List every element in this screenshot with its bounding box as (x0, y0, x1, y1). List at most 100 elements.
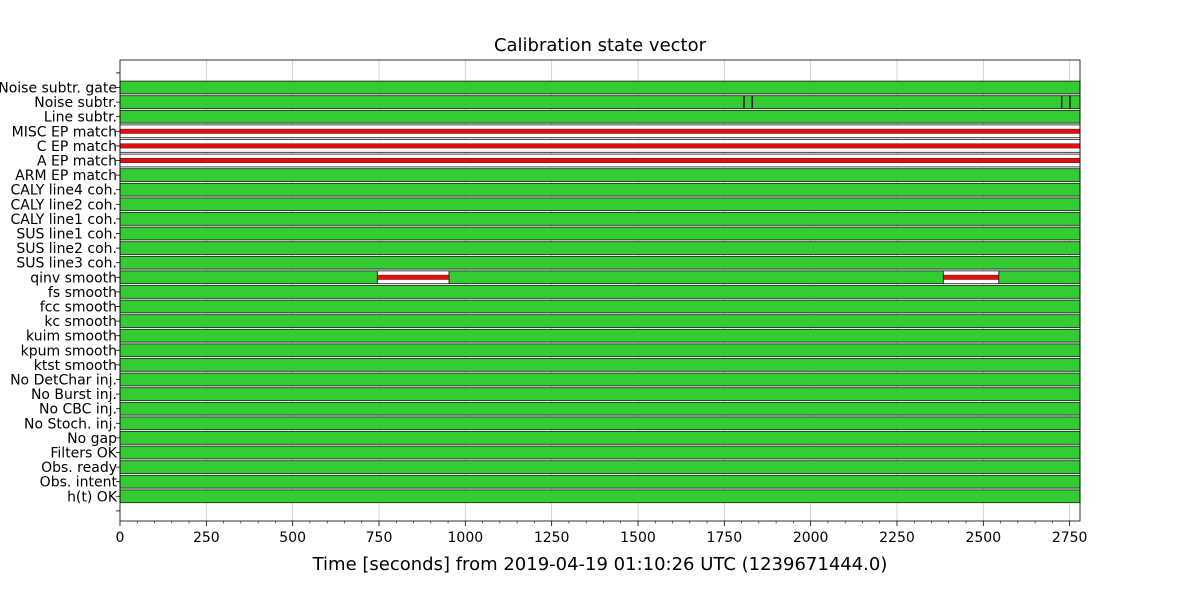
active-segment-26-0 (119, 460, 1081, 474)
row-25 (119, 445, 1081, 460)
x-tick-label-3: 750 (366, 530, 393, 546)
row-18 (119, 343, 1081, 358)
row-label-18: kpum smooth (21, 343, 117, 359)
row-28 (119, 489, 1081, 504)
x-tick-label-4: 1000 (448, 530, 484, 546)
active-segment-10-0 (119, 226, 1081, 241)
row-2 (119, 109, 1081, 124)
row-6 (119, 168, 1081, 182)
active-segment-1-0 (119, 95, 745, 109)
row-label-25: Filters OK (50, 446, 117, 462)
inactive-band-4-0 (119, 143, 1081, 149)
row-8 (119, 197, 1081, 212)
row-21 (119, 387, 1081, 401)
row-4 (119, 139, 1081, 153)
row-15 (119, 299, 1081, 314)
x-tick-label-10: 2500 (965, 530, 1001, 546)
row-label-13: qinv smooth (30, 270, 117, 286)
active-segment-7-0 (119, 182, 1081, 197)
active-segment-1-1 (743, 95, 753, 109)
row-label-20: No DetChar inj. (10, 373, 117, 389)
row-label-4: C EP match (37, 139, 117, 155)
row-label-11: SUS line2 coh. (16, 241, 117, 257)
active-segment-17-0 (119, 328, 1081, 343)
row-label-14: fs smooth (48, 285, 117, 301)
row-label-26: Obs. ready (41, 460, 117, 476)
row-16 (119, 314, 1081, 328)
active-segment-25-0 (119, 445, 1081, 460)
active-segment-28-0 (119, 489, 1081, 504)
row-label-27: Obs. intent (40, 475, 118, 491)
chart-title: Calibration state vector (494, 35, 707, 56)
row-22 (119, 401, 1081, 416)
row-0 (119, 80, 1081, 95)
row-label-3: MISC EP match (12, 124, 117, 140)
inactive-band-5-0 (119, 158, 1081, 163)
active-segment-6-0 (119, 168, 1081, 182)
active-segment-1-4 (1069, 95, 1081, 109)
x-tick-label-0: 0 (116, 530, 125, 546)
row-7 (119, 182, 1081, 197)
row-label-0: Noise subtr. gate (0, 81, 117, 97)
plot-frame (119, 59, 1081, 522)
active-segment-1-3 (1061, 95, 1071, 109)
active-segment-18-0 (119, 343, 1081, 358)
active-segment-21-0 (119, 387, 1081, 401)
active-segment-16-0 (119, 314, 1081, 328)
row-label-9: CALY line1 coh. (10, 212, 117, 228)
active-segment-23-0 (119, 416, 1081, 431)
row-label-16: kc smooth (44, 314, 117, 330)
active-segment-1-2 (752, 95, 1062, 109)
row-label-15: fcc smooth (40, 300, 117, 316)
row-label-8: CALY line2 coh. (10, 197, 117, 213)
row-label-24: No gap (67, 431, 117, 447)
inactive-band-13-0 (377, 274, 450, 280)
row-24 (119, 431, 1081, 445)
active-segment-8-0 (119, 197, 1081, 212)
row-label-5: A EP match (37, 154, 117, 170)
row-label-10: SUS line1 coh. (16, 227, 117, 243)
active-segment-2-0 (119, 109, 1081, 124)
row-3 (119, 124, 1081, 139)
row-27 (119, 474, 1081, 489)
active-segment-13-1 (448, 270, 944, 285)
row-label-12: SUS line3 coh. (16, 256, 117, 272)
row-label-2: Line subtr. (44, 110, 117, 126)
active-segment-24-0 (119, 431, 1081, 445)
active-segment-12-0 (119, 255, 1081, 270)
segment-bars (119, 80, 1081, 504)
row-19 (119, 358, 1081, 372)
row-1 (119, 95, 1081, 109)
active-segment-13-0 (119, 270, 378, 285)
row-20 (119, 372, 1081, 387)
row-9 (119, 212, 1081, 226)
x-tick-label-1: 250 (193, 530, 220, 546)
row-14 (119, 285, 1081, 299)
row-10 (119, 226, 1081, 241)
row-17 (119, 328, 1081, 343)
x-axis-label: Time [seconds] from 2019-04-19 01:10:26 … (312, 554, 888, 575)
active-segment-27-0 (119, 474, 1081, 489)
x-axis: 0 250 500 750 1000 1250 1500 1750 2000 2250 2500 27… (116, 521, 1087, 546)
active-segment-20-0 (119, 372, 1081, 387)
row-11 (119, 241, 1081, 255)
x-tick-label-6: 1500 (620, 530, 656, 546)
row-26 (119, 460, 1081, 474)
x-tick-label-7: 1750 (706, 530, 742, 546)
active-segment-22-0 (119, 401, 1081, 416)
x-tick-label-8: 2000 (793, 530, 829, 546)
active-segment-13-2 (998, 270, 1081, 285)
row-label-19: ktst smooth (34, 358, 117, 374)
x-tick-label-2: 500 (279, 530, 306, 546)
row-label-21: No Burst inj. (31, 387, 117, 403)
x-tick-label-9: 2250 (879, 530, 915, 546)
active-segment-14-0 (119, 285, 1081, 299)
row-23 (119, 416, 1081, 431)
row-label-23: No Stoch. inj. (24, 416, 117, 432)
row-5 (119, 153, 1081, 168)
row-13 (119, 270, 1081, 285)
inactive-band-3-0 (119, 128, 1081, 134)
row-12 (119, 255, 1081, 270)
